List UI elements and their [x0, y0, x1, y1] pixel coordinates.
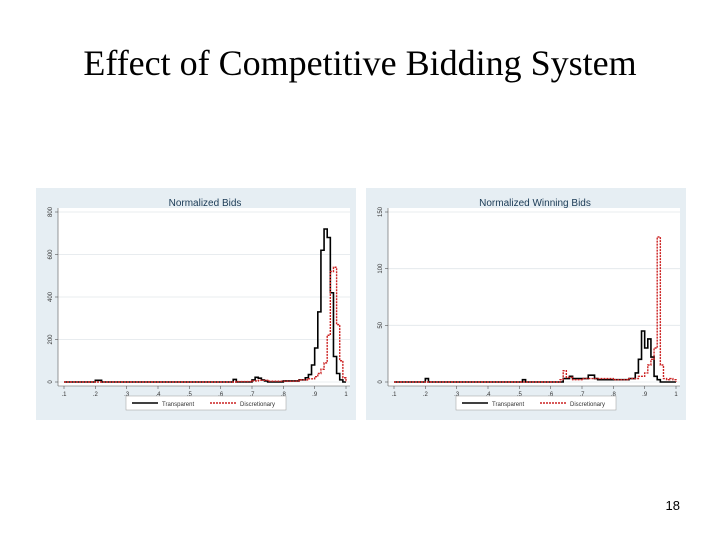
y-tick-label: 100: [378, 263, 384, 274]
series-line-discretionary: [394, 236, 677, 383]
legend-box: [455, 395, 617, 411]
y-tick-label: 150: [378, 206, 384, 217]
x-tick-label: .6: [548, 392, 554, 398]
legend-label-transparent: Transparent: [492, 402, 524, 408]
y-tick-label: 800: [48, 206, 54, 217]
x-tick-label: .1: [61, 392, 67, 398]
y-tick-label: 0: [378, 380, 384, 384]
series-line-transparent: [64, 228, 346, 383]
x-tick-label: .6: [218, 392, 224, 398]
y-tick-label: 50: [378, 321, 384, 328]
y-tick-label: 0: [48, 380, 54, 384]
x-tick-label: .3: [454, 392, 460, 398]
x-tick-label: .2: [423, 392, 429, 398]
x-tick-label: 1: [674, 392, 678, 398]
x-tick-label: .4: [155, 392, 161, 398]
x-tick-label: .7: [249, 392, 255, 398]
slide-title: Effect of Competitive Bidding System: [83, 43, 637, 83]
normalized-bids-chart-svg: Normalized Bids 0 200 400 600 800 .1 .2 .3 .4 .5 .6…: [36, 188, 356, 420]
chart-title: Normalized Winning Bids: [479, 198, 591, 209]
chart-title: Normalized Bids: [169, 198, 242, 209]
x-tick-label: 1: [344, 392, 348, 398]
normalized-winning-bids-chart: Normalized Winning Bids 0 50 100 150 .1 .2 .3 .4…: [366, 188, 686, 420]
legend-label-transparent: Transparent: [162, 402, 194, 408]
x-tick-label: .9: [642, 392, 648, 398]
y-tick-label: 600: [48, 249, 54, 260]
legend-label-discretionary: Discretionary: [240, 402, 275, 408]
legend-box: [125, 395, 287, 411]
x-tick-label: .9: [312, 392, 318, 398]
x-tick-label: .5: [517, 392, 523, 398]
x-tick-label: .2: [93, 392, 99, 398]
normalized-winning-bids-chart-svg: Normalized Winning Bids 0 50 100 150 .1 .2 .3 .4…: [366, 188, 686, 420]
x-tick-label: .8: [611, 392, 617, 398]
x-tick-label: .1: [391, 392, 397, 398]
series-line-discretionary: [64, 266, 347, 383]
y-tick-label: 200: [48, 334, 54, 345]
x-tick-label: .4: [485, 392, 491, 398]
y-tick-label: 400: [48, 291, 54, 302]
legend-label-discretionary: Discretionary: [570, 402, 605, 408]
x-tick-label: .3: [124, 392, 130, 398]
plot-area: [388, 208, 680, 386]
x-tick-label: .5: [187, 392, 193, 398]
normalized-bids-chart: Normalized Bids 0 200 400 600 800 .1 .2 .3 .4 .5 .6…: [36, 188, 356, 420]
x-tick-label: .7: [579, 392, 585, 398]
page-number: 18: [665, 498, 680, 513]
x-tick-label: .8: [281, 392, 287, 398]
